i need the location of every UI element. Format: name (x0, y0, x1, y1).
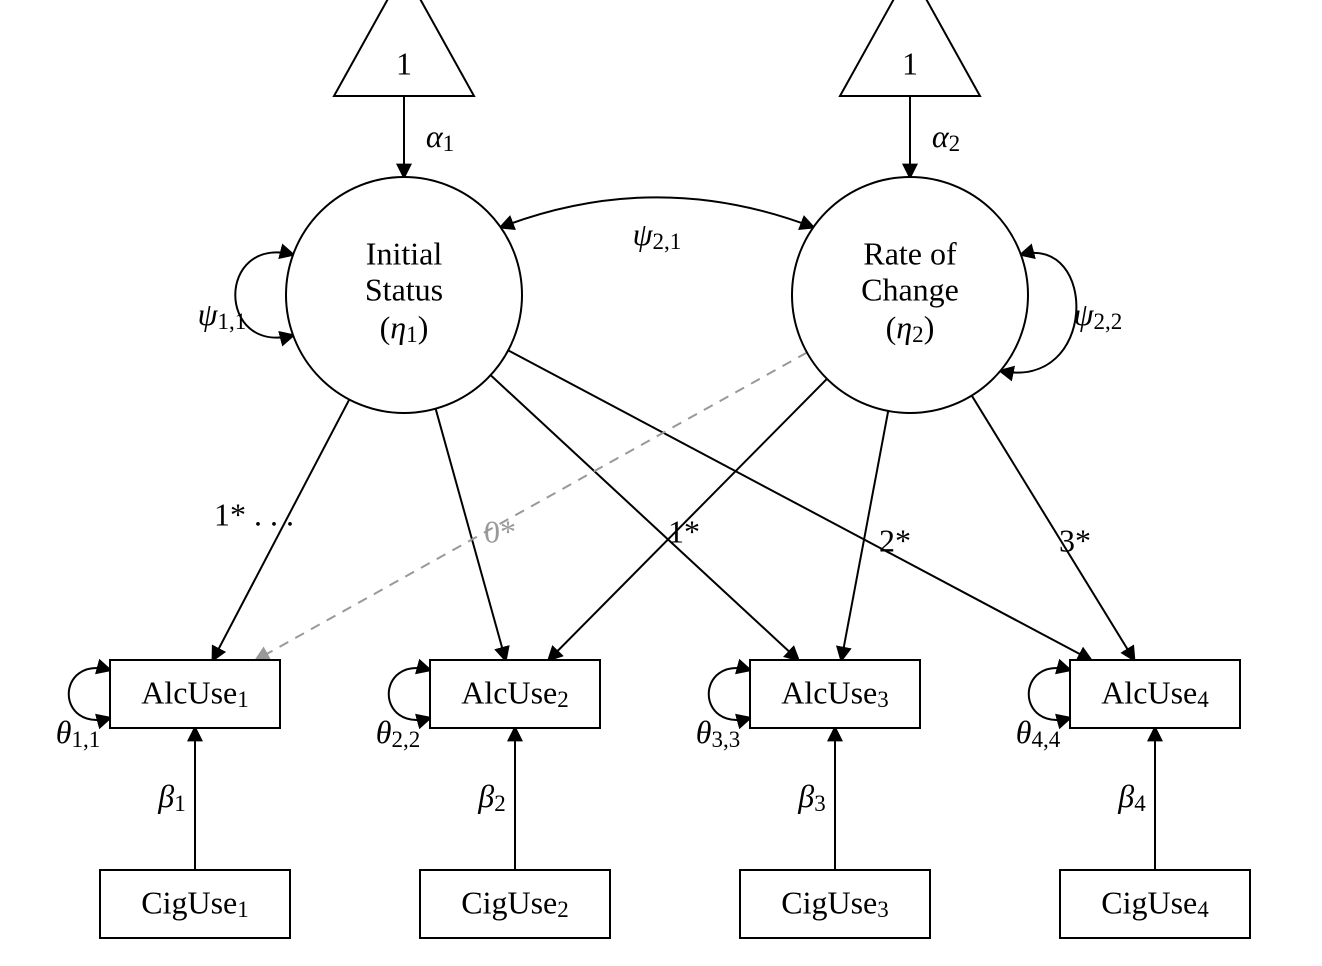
edge-label-cig3-alc3: β3 (797, 778, 825, 816)
edge-label-cig1-alc1: β1 (157, 778, 185, 816)
edge-label-eta2-alc3: 2* (879, 522, 911, 558)
node-eta2-label: Change (861, 271, 959, 307)
edge-label-tri1-eta1: α1 (426, 118, 454, 156)
edge-label-eta2-alc1: 0* (484, 513, 516, 549)
selfloop-label-eta1: ψ1,1 (198, 296, 247, 334)
node-cig3-label: CigUse3 (781, 884, 889, 922)
node-eta1-label: Status (365, 271, 443, 307)
edge-label-eta2-alc4: 3* (1059, 522, 1091, 558)
edge-eta2-alc1 (256, 353, 807, 660)
nodes-layer (100, 0, 1250, 938)
edge-label-cig4-alc4: β4 (1117, 778, 1146, 816)
edge-eta1-alc3 (491, 375, 799, 660)
selfloop-alc1 (69, 668, 110, 720)
node-alc3-label: AlcUse3 (781, 674, 888, 712)
edge-label-cig2-alc2: β2 (477, 778, 505, 816)
edge-label-eta1-alc1: 1* . . . (214, 496, 294, 532)
sem-path-diagram: α1 α2 1* . . . 0* 1* 2* 3* β1 β2 β3 β4 ψ2,1 ψ1,1 ψ2,2… (0, 0, 1322, 966)
node-alc1-label: AlcUse1 (141, 674, 248, 712)
node-eta1-label: (η1) (380, 309, 429, 347)
selfloop-alc4 (1029, 668, 1070, 720)
edge-label-eta2-alc2: 1* (668, 513, 700, 549)
selfloop-alc2 (389, 668, 430, 720)
node-eta2-label: Rate of (863, 235, 957, 271)
selfloop-label-eta2: ψ2,2 (1074, 296, 1123, 334)
node-cig4-label: CigUse4 (1101, 884, 1209, 922)
edge-label-tri2-eta2: α2 (932, 118, 960, 156)
covariance-label: ψ2,1 (633, 216, 682, 254)
node-cig2-label: CigUse2 (461, 884, 569, 922)
node-eta1-label: Initial (366, 235, 443, 271)
node-alc2-label: AlcUse2 (461, 674, 568, 712)
edge-eta2-alc4 (972, 396, 1134, 660)
node-alc4-label: AlcUse4 (1101, 674, 1209, 712)
node-cig1-label: CigUse1 (141, 884, 249, 922)
node-eta2-label: (η2) (886, 309, 935, 347)
covariance-eta1-eta2 (501, 197, 814, 227)
selfloop-alc3 (709, 668, 750, 720)
node-tri1-label: 1 (396, 45, 412, 81)
node-tri2-label: 1 (902, 45, 918, 81)
